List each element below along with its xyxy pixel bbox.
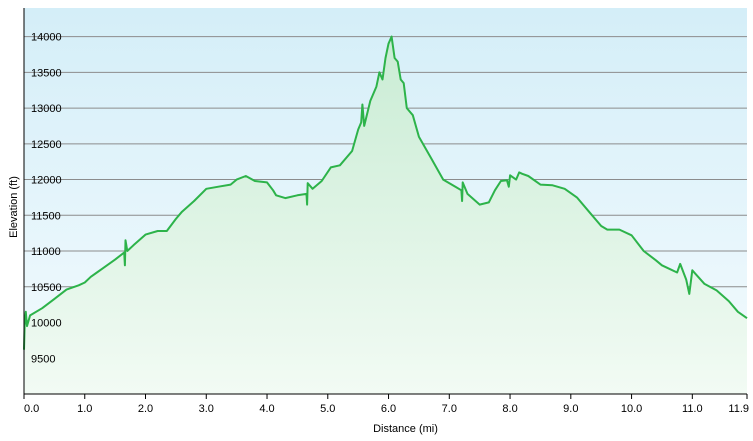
x-tick-label: 10.0: [621, 403, 642, 415]
x-tick-label: 2.0: [138, 403, 153, 415]
x-tick-label: 11.0: [682, 403, 703, 415]
x-tick-label: 9.0: [563, 403, 578, 415]
x-tick-label: 8.0: [502, 403, 517, 415]
x-tick-label: 11.9: [728, 403, 749, 415]
y-tick-label: 13500: [31, 67, 62, 79]
x-tick-label: 3.0: [199, 403, 214, 415]
y-tick-label: 10500: [31, 282, 62, 294]
x-tick-label: 1.0: [77, 403, 92, 415]
x-tick-label: 4.0: [259, 403, 274, 415]
elevation-line: [23, 35, 748, 350]
y-tick-label: 12000: [31, 175, 62, 187]
y-tick-label: 11500: [31, 210, 61, 222]
y-tick-label: 14000: [31, 32, 62, 44]
y-tick-label: 13000: [31, 103, 62, 115]
x-tick-label: 0.0: [24, 403, 39, 415]
axes: [23, 8, 747, 395]
y-tick-label: 11000: [31, 246, 61, 258]
y-tick-label: 12500: [31, 139, 62, 151]
x-tick-label: 6.0: [381, 403, 396, 415]
x-tick-label: 7.0: [442, 403, 457, 415]
y-axis-title: Elevation (ft): [8, 176, 20, 238]
y-tick-label: 9500: [31, 353, 55, 365]
x-tick-label: 5.0: [320, 403, 335, 415]
y-tick-label: 10000: [31, 318, 62, 330]
y-axis-ticks: 9500 10000 10500 11000 11500 12000 12500 13000 1…: [31, 32, 62, 366]
x-axis-ticks: 0.0 1.0 2.0 3.0 4.0 5.0 6.0 7.0 8.0 9.0 10.0 11.0 11…: [23, 394, 749, 415]
x-axis-title: Distance (mi): [373, 423, 438, 435]
elevation-area: [24, 36, 747, 394]
